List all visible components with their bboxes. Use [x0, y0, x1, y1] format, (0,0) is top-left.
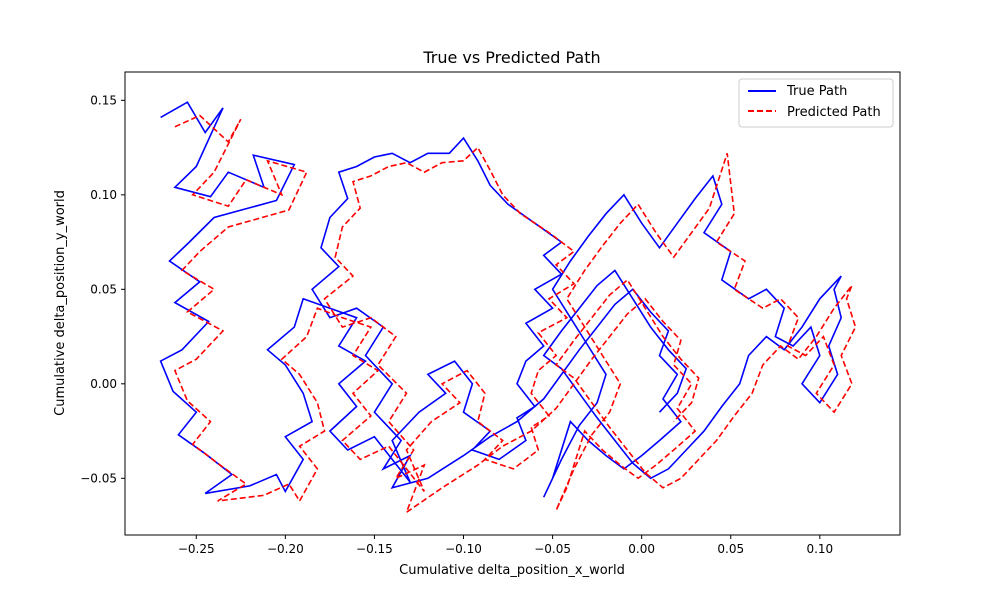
plot-area: [124, 71, 901, 536]
legend: True Path Predicted Path: [738, 78, 894, 128]
x-axis: −0.25 −0.20 −0.15 −0.10 −0.05 0.00 0.05 0.10: [178, 535, 833, 556]
x-tick-label: −0.20: [267, 542, 304, 556]
y-tick-label: −0.05: [80, 471, 117, 485]
x-axis-label: Cumulative delta_position_x_world: [399, 563, 625, 578]
legend-box: [738, 78, 894, 128]
legend-label-true-path: True Path: [786, 84, 847, 99]
x-tick-label: −0.15: [356, 542, 393, 556]
chart-title: True vs Predicted Path: [422, 48, 600, 67]
x-tick-label: −0.25: [178, 542, 215, 556]
y-axis-label: Cumulative delta_position_y_world: [53, 190, 68, 416]
legend-label-predicted-path: Predicted Path: [787, 105, 881, 120]
x-tick-label: 0.05: [717, 542, 744, 556]
y-tick-label: 0.05: [90, 282, 117, 296]
y-tick-label: 0.15: [90, 93, 117, 107]
series-layer: [159, 101, 857, 515]
x-tick-label: −0.10: [445, 542, 482, 556]
y-tick-label: 0.10: [90, 188, 117, 202]
plot-frame: [124, 71, 901, 536]
x-tick-label: 0.00: [628, 542, 655, 556]
x-tick-label: −0.05: [534, 542, 571, 556]
x-tick-label: 0.10: [806, 542, 833, 556]
y-axis: −0.05 0.00 0.05 0.10 0.15: [80, 93, 125, 485]
y-tick-label: 0.00: [90, 377, 117, 391]
series-line-true-path: [159, 101, 843, 498]
series-line-predicted-path: [173, 114, 857, 515]
